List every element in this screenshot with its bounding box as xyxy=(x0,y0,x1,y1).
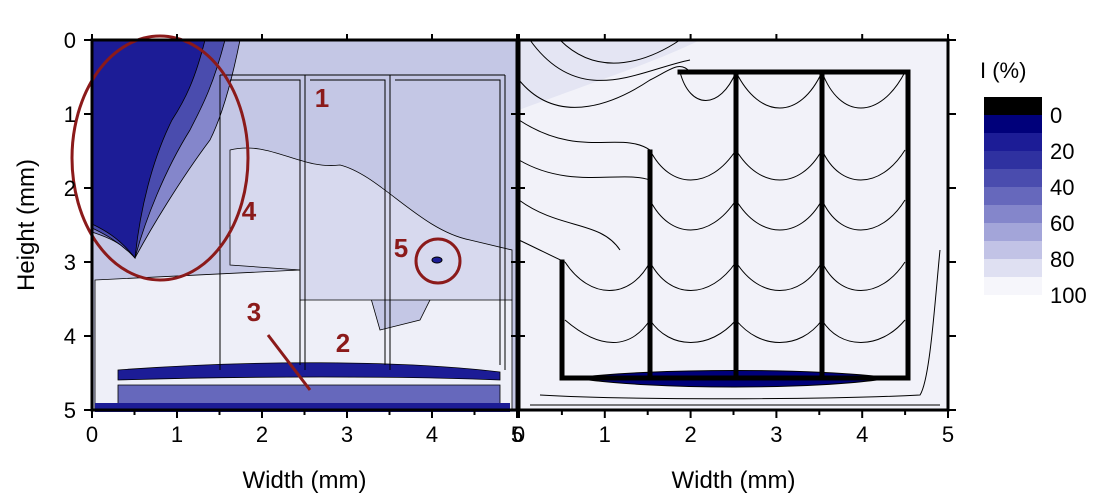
colorbar-tick-label: 40 xyxy=(1050,175,1074,200)
colorbar-band xyxy=(984,97,1042,115)
y-tick-label: 1 xyxy=(64,102,76,127)
x-tick-label: 1 xyxy=(171,422,183,447)
colorbar-band xyxy=(984,259,1042,277)
x-tick-label: 0 xyxy=(86,422,98,447)
colorbar-band xyxy=(984,223,1042,241)
colorbar-band xyxy=(984,169,1042,187)
x-tick-label: 3 xyxy=(341,422,353,447)
colorbar-band xyxy=(984,277,1042,295)
annotation: 3 xyxy=(247,297,261,327)
colorbar-band xyxy=(984,151,1042,169)
annotation: 5 xyxy=(394,233,408,263)
x-tick-label: 0 xyxy=(513,422,525,447)
colorbar-tick-label: 0 xyxy=(1050,103,1062,128)
x-tick-label: 2 xyxy=(684,422,696,447)
y-tick-label: 2 xyxy=(64,176,76,201)
colorbar-tick-label: 100 xyxy=(1050,283,1087,308)
colorbar-band xyxy=(984,133,1042,151)
annotation: 4 xyxy=(242,196,257,226)
x-tick-label: 4 xyxy=(856,422,868,447)
colorbar-tick-label: 20 xyxy=(1050,139,1074,164)
y-tick-label: 0 xyxy=(64,28,76,53)
y-tick-label: 5 xyxy=(64,398,76,423)
x-tick-label: 4 xyxy=(426,422,438,447)
y-tick-label: 4 xyxy=(64,324,76,349)
colorbar-band xyxy=(984,115,1042,133)
colorbar-band xyxy=(984,241,1042,259)
y-axis-label: Height (mm) xyxy=(13,159,40,291)
figure: 1 2 3 4 5 0 1 2 3 4 5 Width (mm) 0 1 2 3 4 5 Height (… xyxy=(0,0,1113,498)
colorbar-band xyxy=(984,187,1042,205)
x-tick-label: 3 xyxy=(770,422,782,447)
x-axis-label: Width (mm) xyxy=(672,467,796,494)
right-contour-art xyxy=(519,40,948,412)
x-tick-label: 1 xyxy=(599,422,611,447)
y-tick-label: 3 xyxy=(64,250,76,275)
colorbar-tick-label: 60 xyxy=(1050,211,1074,236)
colorbar-tick-label: 80 xyxy=(1050,247,1074,272)
annotation: 1 xyxy=(315,83,329,113)
colorbar-title: I (%) xyxy=(980,58,1026,83)
left-contour-art xyxy=(92,40,517,412)
x-tick-label: 2 xyxy=(256,422,268,447)
x-tick-label: 5 xyxy=(942,422,954,447)
colorbar-band xyxy=(984,205,1042,223)
x-axis-label: Width (mm) xyxy=(243,467,367,494)
annotation: 2 xyxy=(336,328,350,358)
